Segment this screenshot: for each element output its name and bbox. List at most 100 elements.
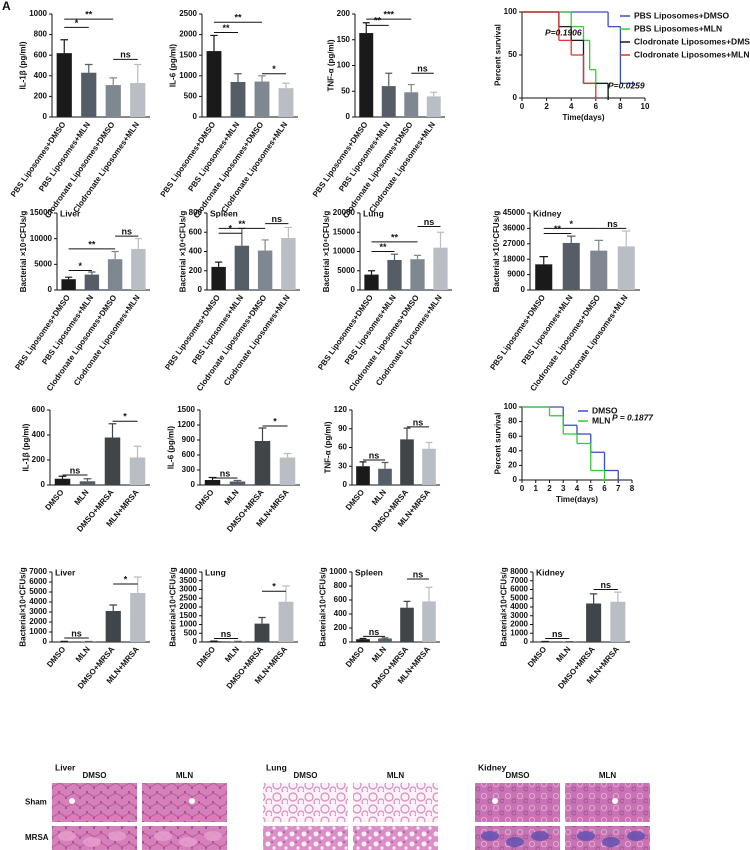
significance-label: ns <box>271 214 282 224</box>
x-tick-label: 0 <box>520 484 525 493</box>
x-tick-label: 2 <box>547 484 552 493</box>
y-tick-label: 800 <box>334 581 348 590</box>
histology-image <box>353 783 438 822</box>
significance-label: ns <box>221 629 232 639</box>
error-bar <box>359 637 367 640</box>
y-tick-label: 18000 <box>503 254 526 263</box>
bar <box>84 274 100 290</box>
bar <box>81 72 97 117</box>
bar <box>211 266 226 290</box>
y-tick-label: 9000 <box>507 270 525 279</box>
inset-title: Lung <box>363 208 384 218</box>
p-value: P=0.0259 <box>608 80 645 90</box>
y-tick-label: 1500 <box>177 405 195 414</box>
y-tick-label: 0 <box>521 285 526 294</box>
y-tick-label: 200 <box>189 266 203 275</box>
lesion <box>154 831 172 841</box>
y-tick-label: 3500 <box>179 576 197 585</box>
significance-label: * <box>569 219 573 229</box>
bar <box>254 81 270 117</box>
significance-label: ** <box>379 242 387 252</box>
x-axis-label: Time(days) <box>562 113 604 122</box>
error-bar <box>258 616 266 624</box>
bar <box>54 478 71 485</box>
significance-label: * <box>228 224 232 234</box>
p-value: P = 0.1877 <box>612 412 654 422</box>
bar <box>130 83 146 117</box>
significance-label: ns <box>70 465 81 475</box>
inset-title: Spleen <box>355 567 383 577</box>
lesion <box>179 837 197 847</box>
bar <box>230 81 246 117</box>
error-bar <box>210 34 218 52</box>
significance-label: * <box>272 582 276 592</box>
inset-title: Lung <box>205 567 226 577</box>
bar <box>617 246 635 290</box>
significance-label: ns <box>369 450 380 460</box>
error-bar <box>390 253 399 260</box>
error-bar <box>413 254 422 260</box>
significance-label: ** <box>85 10 93 20</box>
bar <box>410 259 425 290</box>
y-tick-label: 15000 <box>333 227 356 236</box>
significance-label: * <box>78 261 82 271</box>
significance-label: ns <box>121 226 132 236</box>
error-bar <box>589 593 598 604</box>
bar <box>381 86 396 117</box>
y-axis-label: Bacterial×10⁴CFUs/g <box>169 567 178 646</box>
significance-label: * <box>75 18 79 28</box>
inset-title: Kidney <box>536 567 565 577</box>
x-tick-label: 6 <box>594 102 599 111</box>
x-tick-label: DMSO <box>193 488 215 512</box>
bar <box>278 88 294 117</box>
y-tick-label: 5000 <box>34 259 52 268</box>
y-tick-label: 80 <box>508 417 517 426</box>
column-header: DMSO <box>294 771 318 780</box>
significance-label: ** <box>238 219 246 229</box>
legend-label: PBS Liposomes+DMSO <box>634 10 730 20</box>
bar <box>79 481 96 485</box>
y-tick-label: 600 <box>334 595 348 604</box>
lesion <box>58 831 76 841</box>
y-tick-label: 300 <box>182 465 196 474</box>
y-tick-label: 7000 <box>29 567 47 576</box>
significance-label: ns <box>71 628 82 638</box>
error-bar <box>133 63 142 84</box>
column-header: MLN <box>387 771 405 780</box>
error-bar <box>258 75 266 82</box>
histology-image <box>52 783 137 822</box>
x-tick-label: 8 <box>630 484 635 493</box>
lesion <box>108 831 126 841</box>
error-bar <box>58 475 67 479</box>
y-axis-label: TNF-α (pg/ml) <box>326 39 335 91</box>
lesion <box>531 831 549 841</box>
bar <box>105 85 121 117</box>
y-tick-label: 200 <box>334 623 348 632</box>
y-axis-label: IL-1β (pg/ml) <box>19 41 28 89</box>
vessel <box>69 798 75 804</box>
inset-title: Liver <box>60 208 81 218</box>
y-tick-label: 0 <box>524 637 529 646</box>
y-tick-label: 60 <box>508 431 517 440</box>
y-tick-label: 50 <box>508 50 517 59</box>
significance-label: ns <box>413 569 424 579</box>
y-axis-label: Bacterial×10⁴CFUs/g <box>19 567 28 646</box>
y-tick-label: 36000 <box>503 224 526 233</box>
lesion <box>83 837 101 847</box>
x-tick-label: DMSO <box>344 645 366 669</box>
x-tick-label: 0 <box>520 102 525 111</box>
bar <box>254 623 270 642</box>
y-tick-label: 15000 <box>30 208 53 217</box>
error-bar <box>60 39 69 54</box>
significance-label: ns <box>607 219 618 229</box>
y-tick-label: 0 <box>513 475 518 484</box>
y-tick-label: 900 <box>182 435 196 444</box>
bar <box>422 448 436 485</box>
significance-label: ns <box>220 468 231 478</box>
y-tick-label: 3000 <box>29 607 47 616</box>
vessel <box>189 798 195 804</box>
y-tick-label: 20000 <box>333 208 356 217</box>
error-bar <box>425 586 433 602</box>
error-bar <box>381 461 389 469</box>
